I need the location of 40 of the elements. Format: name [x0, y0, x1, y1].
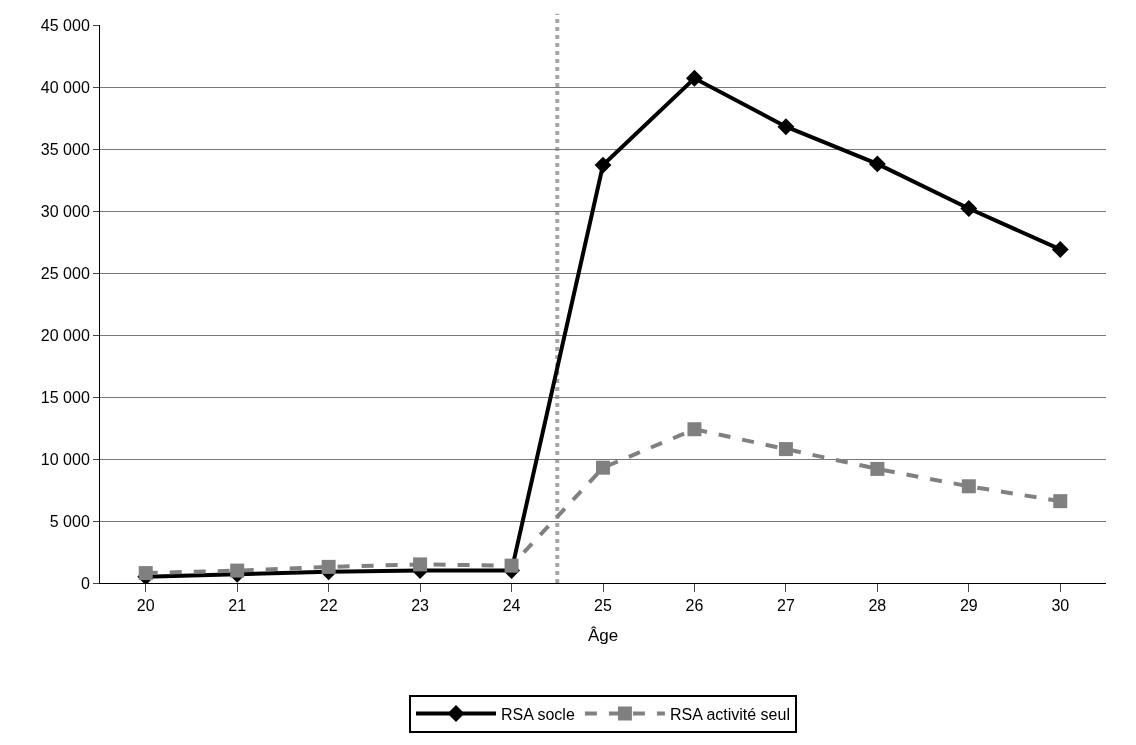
- y-tick-label: 35 000: [40, 140, 90, 158]
- point: [596, 460, 610, 475]
- y-tick-label: 15 000: [40, 388, 90, 406]
- x-tick-label: 23: [411, 597, 430, 615]
- point: [961, 479, 976, 494]
- x-tick-label: 28: [868, 597, 887, 615]
- point: [413, 557, 428, 572]
- x-tick-label: 22: [319, 597, 338, 615]
- point: [868, 155, 886, 173]
- legend-label: RSA socle: [501, 705, 575, 723]
- y-tick-label: 45 000: [40, 16, 90, 34]
- point: [960, 200, 978, 217]
- y-tick-label: 25 000: [40, 264, 90, 282]
- x-axis-title: Âge: [587, 625, 619, 645]
- y-tick-label: 10 000: [40, 450, 90, 468]
- point: [230, 563, 245, 578]
- x-tick-label: 25: [594, 597, 612, 615]
- x-tick-label: 29: [959, 597, 978, 615]
- x-tick-label: 21: [228, 597, 247, 615]
- point: [777, 118, 795, 136]
- x-tick-label: 20: [136, 597, 155, 615]
- point: [321, 559, 336, 574]
- y-tick-label: 20 000: [40, 326, 90, 344]
- point: [1053, 494, 1068, 509]
- y-tick-label: 0: [80, 574, 90, 592]
- x-tick-label: 27: [777, 597, 795, 615]
- point: [686, 69, 703, 87]
- point: [778, 442, 793, 457]
- y-tick-label: 40 000: [40, 78, 90, 96]
- y-tick-label: 5 000: [49, 512, 90, 530]
- point: [594, 156, 612, 174]
- legend-label: RSA activité seul: [669, 705, 790, 723]
- point: [687, 422, 702, 437]
- x-tick-label: 24: [502, 597, 521, 615]
- point: [504, 558, 519, 573]
- x-tick-label: 26: [685, 597, 704, 615]
- point: [1051, 240, 1069, 258]
- x-tick-label: 30: [1051, 597, 1070, 615]
- point: [870, 461, 885, 476]
- y-tick-label: 30 000: [40, 202, 90, 220]
